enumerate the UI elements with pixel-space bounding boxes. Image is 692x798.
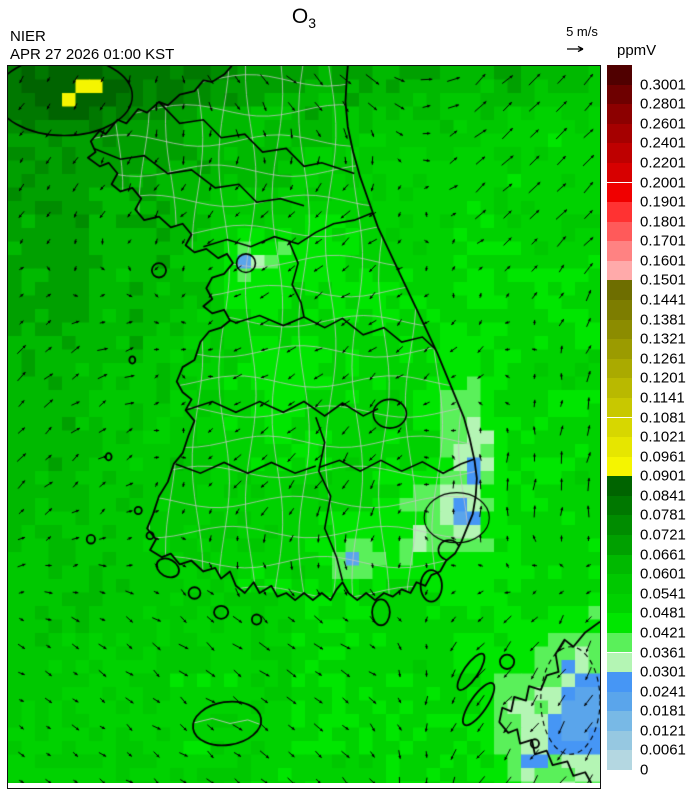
- colorbar-label: 0.1441: [640, 291, 686, 309]
- colorbar-block: [607, 319, 632, 340]
- colorbar-block: [607, 397, 632, 418]
- colorbar-block: [607, 358, 632, 379]
- colorbar-label: 0.1261: [640, 350, 686, 368]
- colorbar-block: [607, 554, 632, 575]
- species-symbol: O: [291, 5, 309, 28]
- colorbar-label: 0.0541: [640, 585, 686, 603]
- map-frame: [7, 65, 601, 789]
- colorbar-label: 0.1141: [640, 389, 685, 407]
- colorbar-block: [607, 241, 632, 261]
- colorbar-block: [607, 750, 632, 770]
- colorbar-label: 0.0901: [640, 467, 686, 485]
- colorbar-label: 0.2201: [640, 154, 686, 172]
- colorbar-block: [607, 65, 632, 85]
- o3-concentration-map-canvas: [8, 66, 600, 783]
- colorbar-block: [607, 143, 632, 163]
- colorbar-block: [607, 104, 632, 124]
- colorbar-block: [607, 260, 632, 281]
- colorbar-block: [607, 202, 632, 222]
- colorbar-label: 0.1081: [640, 409, 686, 426]
- colorbar-block: [607, 613, 632, 633]
- colorbar-label: 0.2001: [640, 174, 686, 191]
- colorbar-block: [607, 730, 632, 751]
- colorbar-label: 0.3001: [640, 76, 686, 94]
- colorbar-label: 0.1381: [640, 311, 686, 329]
- colorbar-label: 0.0421: [640, 624, 686, 642]
- colorbar-block: [607, 162, 632, 183]
- colorbar-label: 0.0481: [640, 604, 686, 622]
- colorbar-label: 0.2801: [640, 95, 686, 113]
- colorbar-block: [607, 476, 632, 496]
- colorbar-label: 0.1201: [640, 369, 686, 387]
- colorbar-label: 0.1801: [640, 213, 686, 231]
- colorbar-label: 0.1601: [640, 252, 686, 270]
- colorbar-block: [607, 574, 632, 594]
- colorbar-block: [607, 437, 632, 457]
- colorbar-label: 0.0781: [640, 506, 686, 524]
- species-subscript: 3: [308, 15, 317, 32]
- unit-label: ppmV: [617, 42, 657, 59]
- colorbar-block: [607, 221, 632, 242]
- colorbar-label: 0.0841: [640, 487, 686, 505]
- colorbar-label: 0.0961: [640, 448, 686, 466]
- colorbar-label: 0.1901: [640, 193, 686, 211]
- colorbar-label: 0.0241: [640, 683, 686, 701]
- colorbar-block: [607, 123, 632, 144]
- colorbar: 0.3001 0.2801 0.2601 0.2401 0.2201 0.2001 0.19…: [607, 65, 692, 779]
- colorbar-label: 0: [640, 761, 649, 779]
- colorbar-block: [607, 300, 632, 320]
- colorbar-block: [607, 632, 632, 653]
- colorbar-label: 0.2401: [640, 134, 686, 152]
- page-title: O3: [8, 5, 600, 31]
- colorbar-block: [607, 182, 632, 203]
- colorbar-label: 0.0061: [640, 741, 686, 759]
- colorbar-label: 0.1501: [640, 271, 686, 289]
- colorbar-block: [607, 535, 632, 555]
- colorbar-block: [607, 691, 632, 712]
- colorbar-label: 0.0301: [640, 663, 686, 681]
- wind-scale-arrow-icon: [565, 41, 589, 59]
- colorbar-block: [607, 672, 632, 692]
- colorbar-block: [607, 280, 632, 300]
- colorbar-block: [607, 456, 632, 477]
- colorbar-block: [607, 378, 632, 398]
- wind-scale-label: 5 m/s: [566, 24, 598, 39]
- colorbar-label: 0.0661: [640, 546, 686, 564]
- timestamp-label: APR 27 2026 01:00 KST: [10, 46, 175, 63]
- colorbar-block: [607, 339, 632, 359]
- colorbar-block: [607, 417, 632, 438]
- colorbar-block: [607, 515, 632, 535]
- colorbar-label: 0.1701: [640, 232, 686, 250]
- source-label: NIER: [10, 28, 46, 45]
- colorbar-block: [607, 593, 632, 614]
- colorbar-label: 0.0121: [640, 722, 686, 740]
- colorbar-label: 0.0601: [640, 565, 686, 583]
- colorbar-label: 0.0721: [640, 526, 686, 544]
- colorbar-block: [607, 84, 632, 105]
- colorbar-block: [607, 652, 632, 673]
- colorbar-label: 0.0361: [640, 644, 686, 661]
- colorbar-label: 0.1021: [640, 428, 686, 446]
- colorbar-label: 0.2601: [640, 115, 686, 133]
- colorbar-label: 0.0181: [640, 702, 686, 720]
- colorbar-block: [607, 495, 632, 516]
- colorbar-label: 0.1321: [640, 330, 686, 348]
- colorbar-block: [607, 711, 632, 731]
